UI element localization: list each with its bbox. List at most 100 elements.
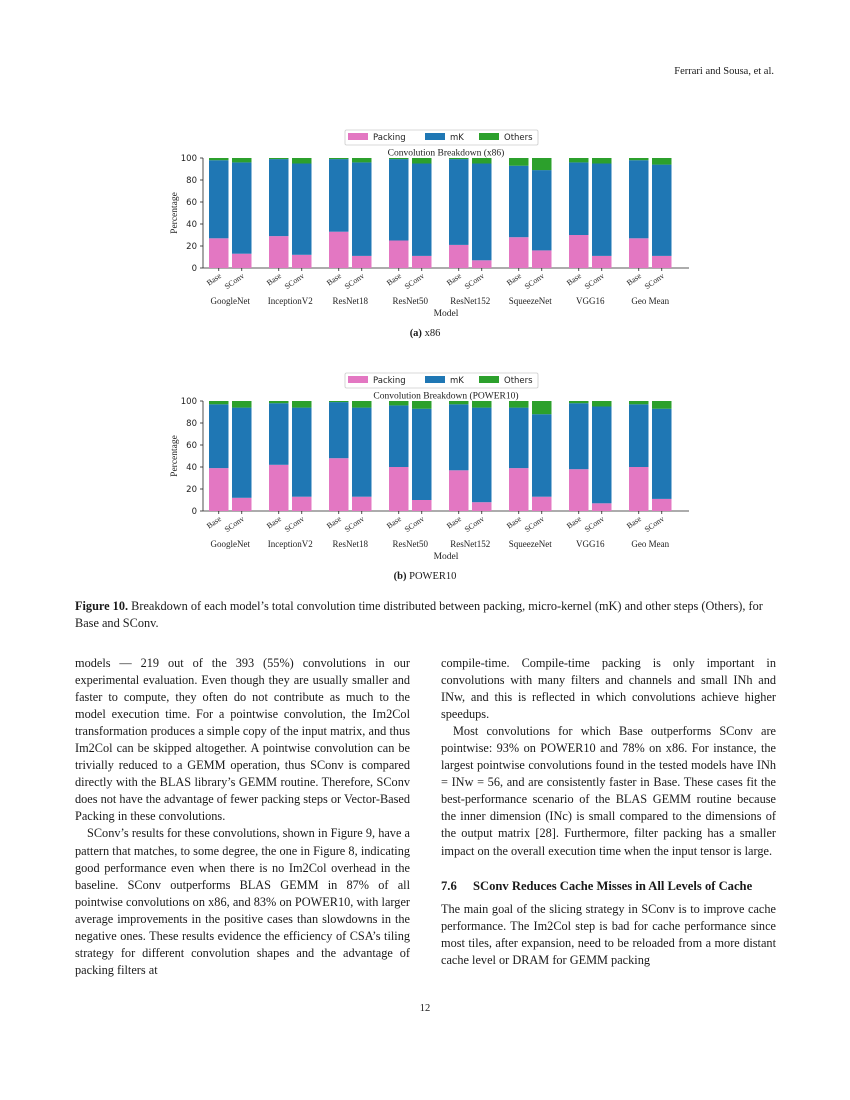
x-tick-label: Base xyxy=(445,514,463,531)
group-label: Geo Mean xyxy=(631,296,669,306)
bar-mk-base xyxy=(629,160,649,239)
x-tick-label: Base xyxy=(625,271,643,288)
subcaption-a: (a) x86 xyxy=(0,328,850,339)
bar-others-base xyxy=(449,401,469,405)
y-tick-label: 60 xyxy=(186,441,197,451)
bar-others-base xyxy=(629,401,649,405)
bar-others-sconv xyxy=(352,401,372,408)
y-tick-label: 80 xyxy=(186,419,197,429)
bar-mk-sconv xyxy=(592,163,612,256)
bar-packing-sconv xyxy=(592,503,612,511)
bar-others-sconv xyxy=(412,158,432,164)
bar-others-base xyxy=(569,401,589,404)
bar-others-base xyxy=(569,158,589,163)
bar-others-sconv xyxy=(412,401,432,409)
legend-swatch-packing xyxy=(348,376,368,383)
x-tick-label: Base xyxy=(325,514,343,531)
bar-mk-sconv xyxy=(472,163,492,261)
section-heading: 7.6 SConv Reduces Cache Misses in All Le… xyxy=(441,878,776,895)
subcaption-a-text: x86 xyxy=(424,328,441,339)
y-tick-label: 60 xyxy=(186,198,197,208)
bar-mk-base xyxy=(209,160,229,239)
x-tick-label: SConv xyxy=(583,514,606,534)
paragraph: The main goal of the slicing strategy in… xyxy=(441,901,776,967)
y-tick-label: 40 xyxy=(186,463,197,473)
bar-packing-base xyxy=(209,238,229,268)
bar-mk-base xyxy=(509,407,529,469)
y-axis-label: Percentage xyxy=(170,435,180,477)
bar-mk-base xyxy=(389,405,409,467)
bar-mk-base xyxy=(449,404,469,471)
bar-packing-base xyxy=(509,237,529,268)
bar-packing-base xyxy=(569,235,589,268)
paragraph: models — 219 out of the 393 (55%) convol… xyxy=(75,656,410,824)
bar-mk-sconv xyxy=(652,164,672,256)
group-label: SqueezeNet xyxy=(509,539,552,549)
figure-caption: Figure 10. Breakdown of each model’s tot… xyxy=(75,598,775,632)
group-label: VGG16 xyxy=(576,539,605,549)
bar-mk-base xyxy=(209,404,229,469)
figure-caption-label: Figure 10. xyxy=(75,599,129,613)
group-label: ResNet50 xyxy=(393,296,429,306)
group-label: GoogleNet xyxy=(211,539,251,549)
bar-others-base xyxy=(389,158,409,160)
x-tick-label: Base xyxy=(265,271,283,288)
bar-others-sconv xyxy=(292,158,312,164)
legend-label-packing: Packing xyxy=(373,133,406,143)
x-tick-label: SConv xyxy=(403,271,426,291)
bar-packing-base xyxy=(269,236,289,268)
bar-others-sconv xyxy=(592,401,612,407)
bar-others-sconv xyxy=(652,158,672,165)
legend: Packing mK Others xyxy=(344,372,539,389)
group-label: InceptionV2 xyxy=(268,296,313,306)
subcaption-b-text: POWER10 xyxy=(409,571,457,582)
bar-mk-sconv xyxy=(532,170,552,251)
bar-packing-base xyxy=(389,240,409,268)
right-column: compile-time. Compile-time packing is on… xyxy=(441,655,776,969)
x-tick-label: SConv xyxy=(583,271,606,291)
bar-packing-sconv xyxy=(352,496,372,511)
chart-title: Convolution Breakdown (POWER10) xyxy=(373,391,518,402)
bar-mk-sconv xyxy=(292,407,312,497)
x-tick-label: SConv xyxy=(643,271,666,291)
bar-others-base xyxy=(329,401,349,403)
group-label: ResNet18 xyxy=(333,296,369,306)
subcaption-a-label: (a) xyxy=(409,328,422,339)
running-head: Ferrari and Sousa, et al. xyxy=(674,66,774,77)
y-tick-label: 40 xyxy=(186,220,197,230)
bar-packing-base xyxy=(269,464,289,511)
bar-mk-sconv xyxy=(352,407,372,497)
legend: Packing mK Others xyxy=(344,129,539,146)
group-label: GoogleNet xyxy=(211,296,251,306)
bar-mk-base xyxy=(569,162,589,235)
paragraph: SConv’s results for these convolutions, … xyxy=(75,826,410,977)
bar-mk-sconv xyxy=(232,162,252,254)
bar-mk-base xyxy=(449,159,469,245)
group-label: ResNet50 xyxy=(393,539,429,549)
legend-label-mk: mK xyxy=(450,376,464,386)
bar-others-base xyxy=(509,158,529,166)
bar-packing-sconv xyxy=(292,254,312,268)
x-tick-label: Base xyxy=(205,514,223,531)
y-tick-label: 100 xyxy=(181,154,197,164)
bar-packing-sconv xyxy=(592,255,612,268)
bar-packing-sconv xyxy=(412,500,432,511)
legend-swatch-packing xyxy=(348,133,368,140)
bar-mk-sconv xyxy=(412,163,432,256)
group-label: VGG16 xyxy=(576,296,605,306)
bar-packing-sconv xyxy=(232,253,252,268)
x-tick-label: Base xyxy=(385,514,403,531)
y-tick-label: 20 xyxy=(186,242,197,252)
bar-mk-base xyxy=(509,165,529,238)
bar-packing-base xyxy=(449,470,469,511)
bar-packing-sconv xyxy=(532,496,552,511)
bar-packing-sconv xyxy=(292,496,312,511)
subcaption-b-label: (b) xyxy=(393,571,407,582)
bar-packing-base xyxy=(329,231,349,268)
x-axis-label: Model xyxy=(434,552,459,562)
section-title: SConv Reduces Cache Misses in All Levels… xyxy=(473,878,753,893)
bar-mk-sconv xyxy=(532,414,552,497)
x-tick-label: Base xyxy=(265,514,283,531)
bar-mk-base xyxy=(389,159,409,241)
bar-mk-base xyxy=(329,159,349,232)
